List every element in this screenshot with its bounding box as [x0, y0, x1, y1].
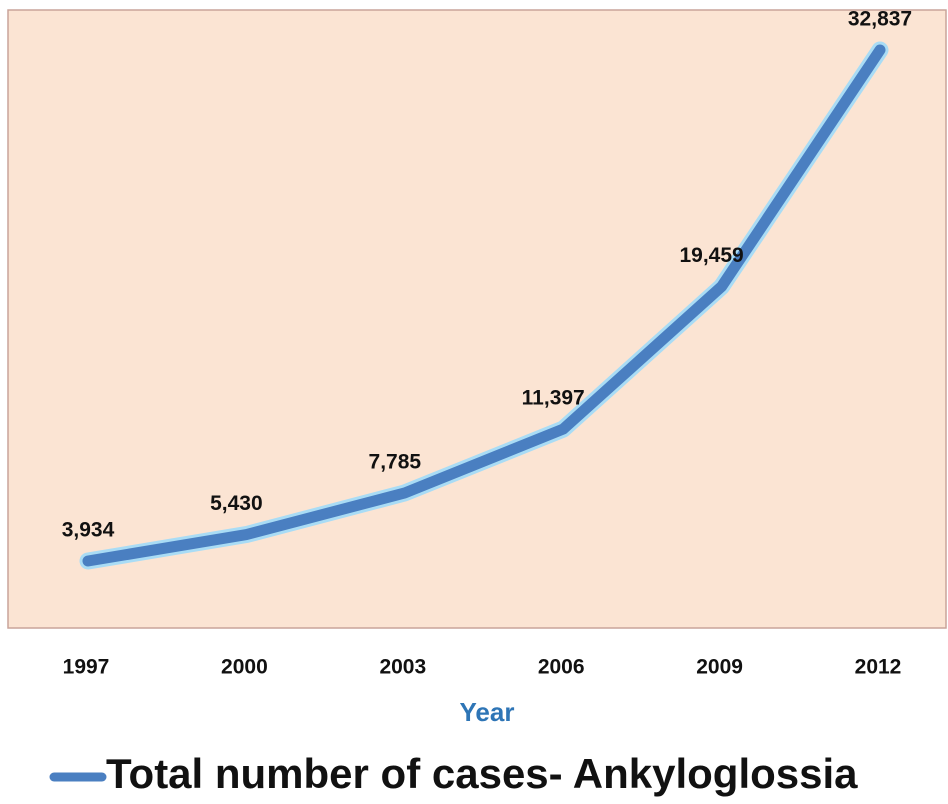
data-label: 5,430 — [210, 492, 263, 515]
line — [82, 44, 886, 567]
x-tick-label: 2003 — [379, 656, 426, 679]
data-label: 32,837 — [848, 8, 912, 31]
x-tick-label: 1997 — [63, 656, 110, 679]
data-label: 7,785 — [369, 450, 422, 473]
legend-label: Total number of cases- Ankyloglossia — [106, 750, 858, 797]
data-label: 3,934 — [62, 519, 115, 542]
plot-area — [7, 9, 947, 629]
x-tick-label: 2009 — [696, 656, 743, 679]
data-label: 19,459 — [679, 244, 743, 267]
data-label: 11,397 — [522, 387, 585, 410]
x-tick-label: 2006 — [538, 656, 585, 679]
x-axis-label: Year — [460, 697, 515, 727]
x-tick-label: 2000 — [221, 656, 268, 679]
x-tick-label: 2012 — [855, 656, 902, 679]
